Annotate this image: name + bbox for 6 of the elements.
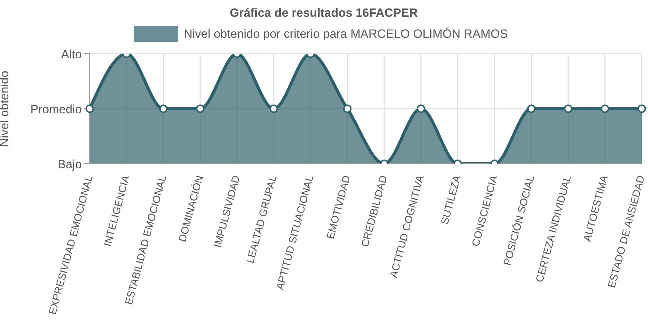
text: Bajo xyxy=(58,157,82,172)
text: Promedio xyxy=(30,102,82,116)
chart-title: Gráfica de resultados 16FACPER xyxy=(228,5,420,20)
y-axis-title: Nivel obtenido xyxy=(0,70,12,148)
text: Alto xyxy=(61,47,82,62)
legend-label: Nivel obtenido por criterio para MARCELO OLIMÓN RAMOS xyxy=(184,27,508,41)
